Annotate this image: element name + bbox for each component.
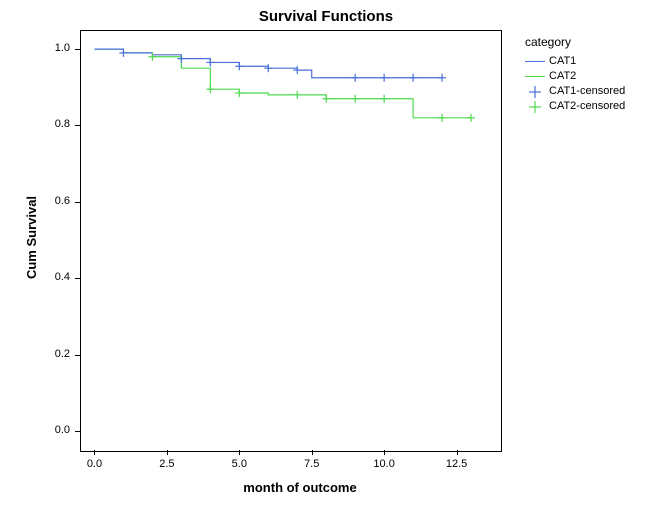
y-tick-mark bbox=[75, 355, 80, 356]
censored-marker bbox=[235, 62, 243, 70]
censored-marker bbox=[148, 53, 156, 61]
censored-marker bbox=[322, 95, 330, 103]
y-tick-label: 0.8 bbox=[40, 118, 70, 130]
y-tick-mark bbox=[75, 125, 80, 126]
chart-container: Survival Functions Cum Survival month of… bbox=[0, 0, 652, 522]
y-tick-label: 0.4 bbox=[40, 271, 70, 283]
chart-title: Survival Functions bbox=[0, 8, 652, 25]
survival-step-line bbox=[94, 49, 471, 118]
y-tick-mark bbox=[75, 202, 80, 203]
x-tick-label: 7.5 bbox=[297, 458, 327, 470]
censored-marker bbox=[206, 58, 214, 66]
legend-swatch-plus bbox=[529, 85, 541, 97]
censored-marker bbox=[351, 95, 359, 103]
x-tick-label: 0.0 bbox=[79, 458, 109, 470]
chart-svg bbox=[80, 30, 500, 450]
legend-swatch-line bbox=[525, 61, 545, 62]
censored-marker bbox=[438, 114, 446, 122]
y-tick-label: 0.2 bbox=[40, 348, 70, 360]
censored-marker bbox=[119, 49, 127, 57]
x-tick-mark bbox=[384, 450, 385, 455]
y-tick-label: 0.6 bbox=[40, 195, 70, 207]
legend-label: CAT1 bbox=[549, 55, 576, 67]
censored-marker bbox=[206, 85, 214, 93]
x-tick-label: 2.5 bbox=[152, 458, 182, 470]
y-tick-mark bbox=[75, 49, 80, 50]
censored-marker bbox=[380, 95, 388, 103]
censored-marker bbox=[438, 74, 446, 82]
censored-marker bbox=[293, 66, 301, 74]
y-tick-mark bbox=[75, 431, 80, 432]
legend-label: CAT2 bbox=[549, 70, 576, 82]
censored-marker bbox=[177, 55, 185, 63]
y-tick-label: 1.0 bbox=[40, 42, 70, 54]
x-tick-mark bbox=[457, 450, 458, 455]
censored-marker bbox=[380, 74, 388, 82]
y-axis-label: Cum Survival bbox=[24, 196, 39, 279]
x-axis-label: month of outcome bbox=[230, 480, 370, 495]
x-tick-label: 12.5 bbox=[442, 458, 472, 470]
x-tick-label: 5.0 bbox=[224, 458, 254, 470]
legend-label: CAT1-censored bbox=[549, 85, 625, 97]
censored-marker bbox=[351, 74, 359, 82]
x-tick-mark bbox=[239, 450, 240, 455]
x-tick-mark bbox=[167, 450, 168, 455]
censored-marker bbox=[293, 91, 301, 99]
survival-step-line bbox=[94, 49, 442, 78]
censored-marker bbox=[409, 74, 417, 82]
x-tick-mark bbox=[312, 450, 313, 455]
y-tick-label: 0.0 bbox=[40, 424, 70, 436]
censored-marker bbox=[235, 89, 243, 97]
legend-swatch-plus bbox=[529, 100, 541, 112]
legend-swatch-line bbox=[525, 76, 545, 77]
y-tick-mark bbox=[75, 278, 80, 279]
legend-title: category bbox=[525, 35, 571, 49]
legend-label: CAT2-censored bbox=[549, 100, 625, 112]
x-tick-label: 10.0 bbox=[369, 458, 399, 470]
censored-marker bbox=[467, 114, 475, 122]
censored-marker bbox=[264, 64, 272, 72]
x-tick-mark bbox=[94, 450, 95, 455]
